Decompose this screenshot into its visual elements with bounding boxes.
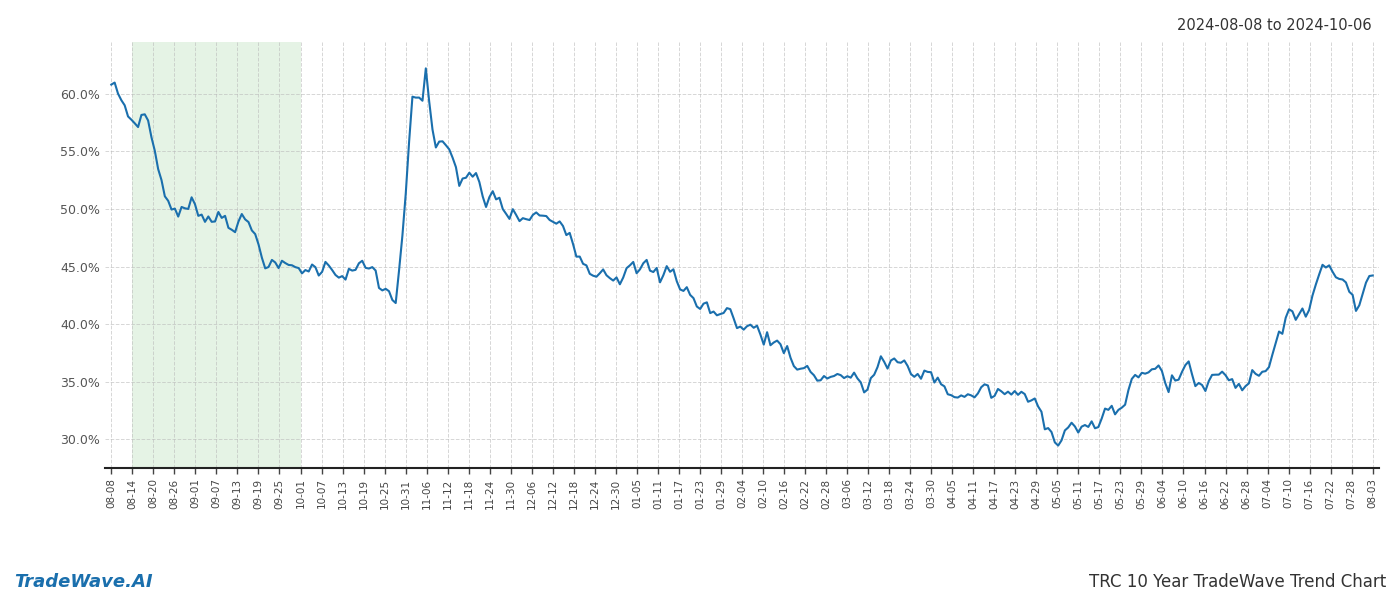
Text: TradeWave.AI: TradeWave.AI xyxy=(14,573,153,591)
Text: 2024-08-08 to 2024-10-06: 2024-08-08 to 2024-10-06 xyxy=(1177,18,1372,33)
Text: TRC 10 Year TradeWave Trend Chart: TRC 10 Year TradeWave Trend Chart xyxy=(1089,573,1386,591)
Bar xyxy=(133,42,301,468)
